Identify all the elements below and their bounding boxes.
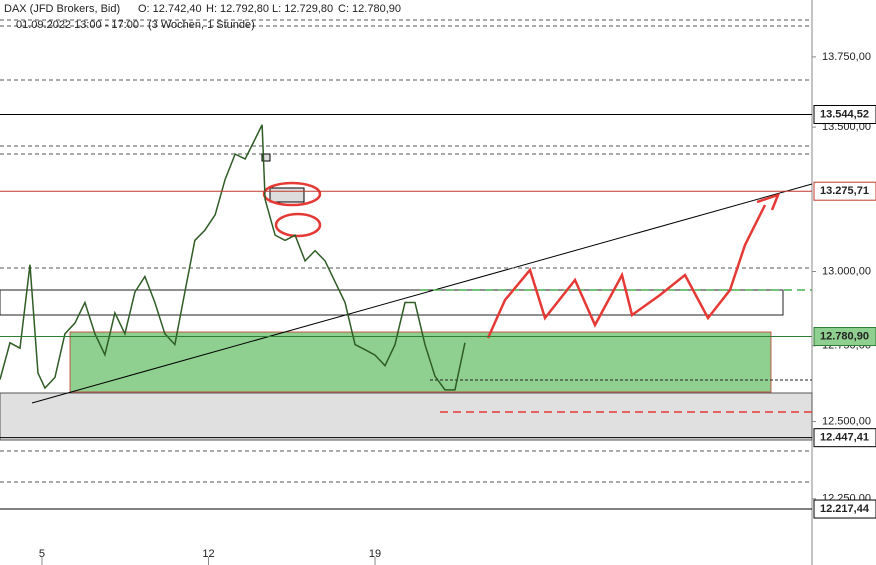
- price-tag-label: 12.780,90: [820, 330, 869, 342]
- ohlc-open: O: 12.742,40: [138, 3, 202, 15]
- annotations: [0, 19, 813, 483]
- forecast-path: [486, 192, 781, 339]
- price-tag-label: 12.447,41: [820, 432, 869, 444]
- price-tag-label: 13.544,52: [820, 108, 869, 120]
- x-tick-label: 5: [39, 548, 45, 560]
- marker-box: [269, 187, 305, 203]
- y-tick-label: 13.000,00: [822, 265, 871, 277]
- period: 01.09.2022 13:00 - 17:00: [16, 19, 139, 31]
- circle-mark: [262, 181, 322, 207]
- x-tick-label: 19: [369, 548, 381, 560]
- support-zone: [0, 392, 813, 441]
- price-tag: [813, 105, 876, 125]
- marker-box: [261, 153, 271, 162]
- header: DAX (JFD Brokers, Bid) O: 12.742,40 H: 1…: [4, 3, 401, 31]
- y-tick-label: 12.500,00: [822, 415, 871, 427]
- ohlc-low: L: 12.729,80: [272, 3, 333, 15]
- price-tag: [813, 428, 876, 448]
- y-tick-label: 13.500,00: [822, 121, 871, 133]
- price-tag-label: 13.275,71: [820, 185, 869, 197]
- x-tick-label: 12: [202, 548, 214, 560]
- price-line: [0, 124, 466, 391]
- y-tick-label: 13.750,00: [822, 51, 871, 63]
- price-tag: [813, 327, 876, 347]
- circle-mark: [274, 212, 322, 238]
- ohlc-high: H: 12.792,80: [206, 3, 269, 15]
- symbol: DAX (JFD Brokers, Bid): [4, 3, 120, 15]
- trend-line: [31, 183, 813, 404]
- ohlc-close: C: 12.780,90: [338, 3, 401, 15]
- range: (3 Wochen, 1 Stunde): [148, 19, 255, 31]
- demand-zone: [69, 331, 772, 393]
- price-tag: [813, 499, 876, 519]
- price-tag: [813, 181, 876, 201]
- range-box: [0, 289, 784, 316]
- price-tag-label: 12.217,44: [820, 503, 870, 515]
